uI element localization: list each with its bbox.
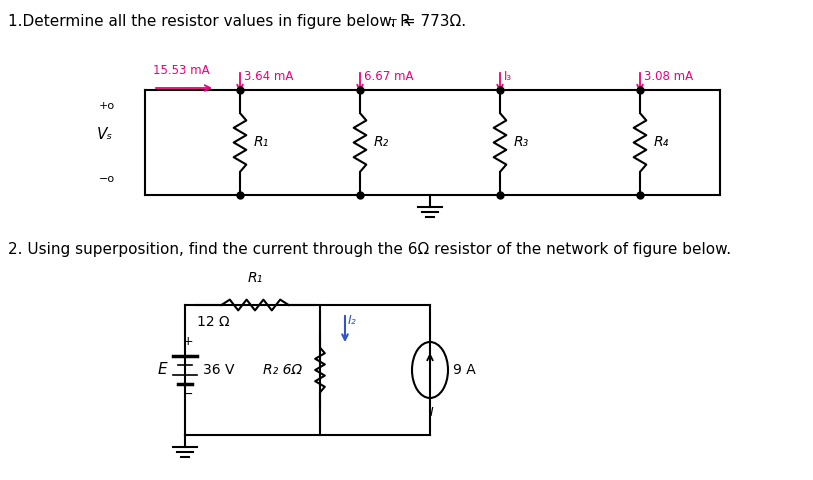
Text: R₂: R₂ <box>374 135 389 149</box>
Text: +o: +o <box>99 101 115 111</box>
Text: T: T <box>390 19 397 29</box>
Text: R₃: R₃ <box>514 135 529 149</box>
Text: 3.64 mA: 3.64 mA <box>244 70 293 83</box>
Text: −o: −o <box>99 174 115 184</box>
Text: 1.Determine all the resistor values in figure below. R: 1.Determine all the resistor values in f… <box>8 14 411 29</box>
Text: 9 A: 9 A <box>453 363 476 377</box>
Text: 3.08 mA: 3.08 mA <box>644 70 693 83</box>
Text: +: + <box>183 335 193 348</box>
Text: 15.53 mA: 15.53 mA <box>153 64 210 77</box>
Text: R₂ 6Ω: R₂ 6Ω <box>263 363 302 377</box>
Text: 6.67 mA: 6.67 mA <box>364 70 414 83</box>
Text: R₄: R₄ <box>654 135 669 149</box>
Text: I₂: I₂ <box>348 314 357 327</box>
Text: I: I <box>430 406 434 419</box>
Text: 36 V: 36 V <box>203 363 234 377</box>
Text: 12 Ω: 12 Ω <box>197 315 229 329</box>
Text: 2. Using superposition, find the current through the 6Ω resistor of the network : 2. Using superposition, find the current… <box>8 242 731 257</box>
Text: −: − <box>183 388 193 401</box>
Text: Vₛ: Vₛ <box>97 127 113 142</box>
Text: E: E <box>158 362 167 377</box>
Text: R₁: R₁ <box>247 271 263 285</box>
Text: I₃: I₃ <box>504 70 512 83</box>
Text: = 773Ω.: = 773Ω. <box>398 14 466 29</box>
Text: R₁: R₁ <box>254 135 269 149</box>
